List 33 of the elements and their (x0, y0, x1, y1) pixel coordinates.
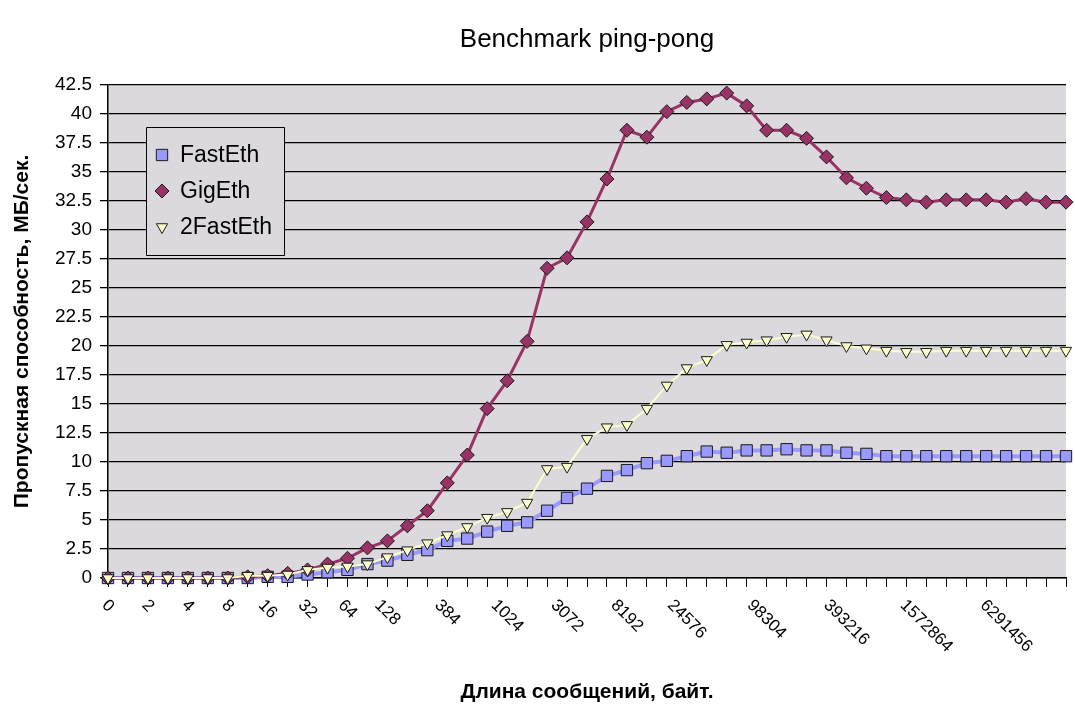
x-tick-label: 128 (371, 595, 405, 629)
x-tick-label: 4 (178, 595, 199, 616)
x-tick-label: 0 (98, 595, 119, 616)
y-axis-title: Пропускная способность, МБ/сек. (8, 154, 32, 509)
y-tick-label: 7.5 (65, 479, 92, 501)
x-tick-label: 8 (218, 595, 239, 616)
y-tick-label: 27.5 (55, 247, 92, 269)
y-tick-label: 15 (70, 392, 92, 414)
y-tick-label: 30 (70, 218, 92, 240)
y-tick-label: 2.5 (65, 537, 92, 559)
x-tick-label: 16 (254, 595, 282, 623)
legend-label: GigEth (180, 177, 251, 204)
y-tick-label: 17.5 (55, 363, 92, 385)
chart-title: Benchmark ping-pong (459, 23, 715, 54)
x-tick-label: 384 (431, 595, 465, 629)
y-tick-label: 40 (70, 102, 92, 124)
y-tick-label: 35 (70, 160, 92, 182)
y-tick-label: 25 (70, 276, 92, 298)
y-tick-label: 22.5 (55, 305, 92, 327)
legend-label: 2FastEth (180, 213, 273, 240)
y-tick-label: 37.5 (55, 131, 92, 153)
y-tick-label: 20 (70, 334, 92, 356)
y-tick-label: 12.5 (55, 421, 92, 443)
x-tick-label: 64 (334, 595, 362, 623)
y-tick-label: 10 (70, 450, 92, 472)
x-tick-label: 32 (294, 595, 322, 623)
legend-label: FastEth (180, 141, 260, 168)
y-tick-label: 0 (81, 566, 92, 588)
y-tick-label: 42.5 (55, 73, 92, 95)
y-tick-label: 32.5 (55, 189, 92, 211)
x-axis-title: Длина сообщений, байт. (460, 678, 714, 702)
x-tick-label: 2 (138, 595, 159, 616)
y-tick-label: 5 (81, 508, 92, 530)
